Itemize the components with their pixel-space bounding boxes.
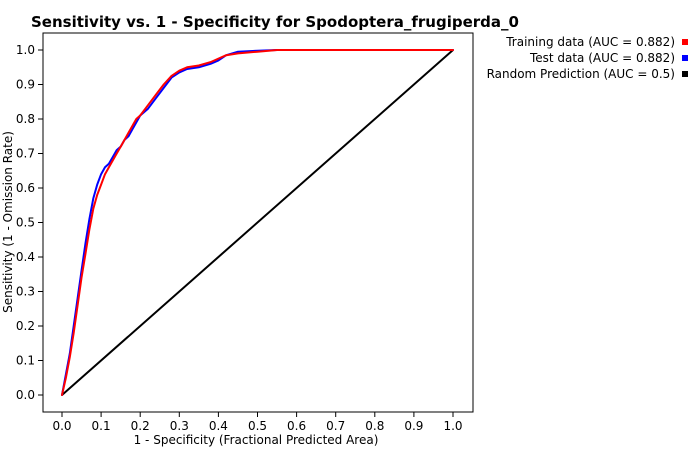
x-tick-label: 0.0 [52,419,71,433]
x-tick-label: 1.0 [443,419,462,433]
y-tick-label: 0.6 [16,181,35,195]
y-axis-label: Sensitivity (1 - Omission Rate) [1,131,15,313]
x-tick-label: 0.9 [404,419,423,433]
x-tick-label: 0.3 [170,419,189,433]
test-legend-label: Test data (AUC = 0.882) [529,51,675,65]
x-tick-label: 0.4 [209,419,228,433]
training-legend-swatch [682,39,688,45]
y-tick-label: 0.5 [16,216,35,230]
training-legend-label: Training data (AUC = 0.882) [505,35,675,49]
x-tick-label: 0.8 [365,419,384,433]
test-legend-swatch [682,55,688,61]
random-legend-label: Random Prediction (AUC = 0.5) [487,67,675,81]
random-legend-swatch [682,71,688,77]
x-axis-label: 1 - Specificity (Fractional Predicted Ar… [134,433,379,447]
y-tick-label: 1.0 [16,43,35,57]
x-tick-label: 0.7 [326,419,345,433]
x-tick-label: 0.1 [92,419,111,433]
y-tick-label: 0.1 [16,354,35,368]
random-series-line [62,50,453,395]
y-tick-label: 0.3 [16,285,35,299]
series-layer [62,50,453,395]
y-tick-label: 0.9 [16,78,35,92]
y-tick-label: 0.8 [16,112,35,126]
chart-title: Sensitivity vs. 1 - Specificity for Spod… [31,13,519,31]
y-axis: 0.0 0.1 0.2 0.3 0.4 0.5 0.6 0.7 0.8 0.9 1.0 [16,43,43,402]
y-tick-label: 0.7 [16,147,35,161]
y-tick-label: 0.4 [16,250,35,264]
x-axis: 0.0 0.1 0.2 0.3 0.4 0.5 0.6 0.7 0.8 0.9 1.0 [52,412,462,433]
y-tick-label: 0.2 [16,319,35,333]
x-tick-label: 0.6 [287,419,306,433]
x-tick-label: 0.5 [248,419,267,433]
y-tick-label: 0.0 [16,388,35,402]
x-tick-label: 0.2 [131,419,150,433]
legend: Training data (AUC = 0.882) Test data (AU… [487,35,688,81]
